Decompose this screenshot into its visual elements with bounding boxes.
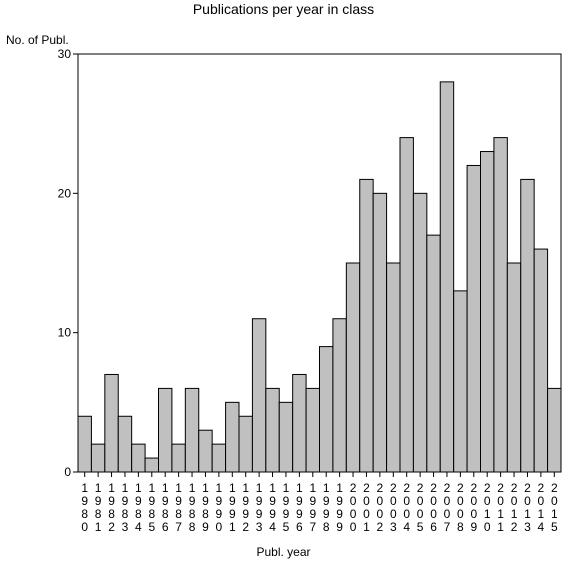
bar <box>466 164 482 473</box>
bar <box>480 151 495 473</box>
x-axis-label: Publ. year <box>256 545 311 559</box>
bar <box>506 262 522 473</box>
bar <box>345 262 361 473</box>
bar <box>359 178 374 473</box>
bar <box>278 401 294 473</box>
bar <box>453 290 468 473</box>
bar <box>265 387 280 473</box>
bar <box>90 443 106 473</box>
bar <box>547 387 562 473</box>
bar <box>211 443 227 473</box>
bar <box>171 443 186 473</box>
bar <box>184 387 200 473</box>
bar <box>144 457 159 473</box>
bar <box>372 192 388 473</box>
bar <box>104 373 119 473</box>
bar <box>131 443 146 473</box>
bar <box>426 234 441 473</box>
bar <box>439 81 455 473</box>
y-axis-label: No. of Publ. <box>6 33 69 47</box>
bar <box>117 415 133 473</box>
bar <box>198 429 213 473</box>
y-tick-label: 10 <box>58 326 72 340</box>
bar <box>158 387 173 473</box>
y-tick-label: 20 <box>58 186 72 200</box>
bar <box>399 137 414 473</box>
bar <box>533 248 549 473</box>
bar <box>386 262 401 473</box>
bar <box>238 415 253 473</box>
bar <box>305 387 321 473</box>
y-tick-label: 30 <box>58 47 72 61</box>
bar <box>292 373 307 473</box>
bar <box>319 346 334 473</box>
bar <box>412 192 428 473</box>
bar <box>251 318 267 473</box>
bar <box>520 178 535 473</box>
bar <box>225 401 240 473</box>
chart-title: Publications per year in class <box>192 1 375 17</box>
y-tick-label: 0 <box>64 465 71 479</box>
bar <box>332 318 347 473</box>
bar <box>493 137 508 473</box>
bar <box>77 415 92 473</box>
